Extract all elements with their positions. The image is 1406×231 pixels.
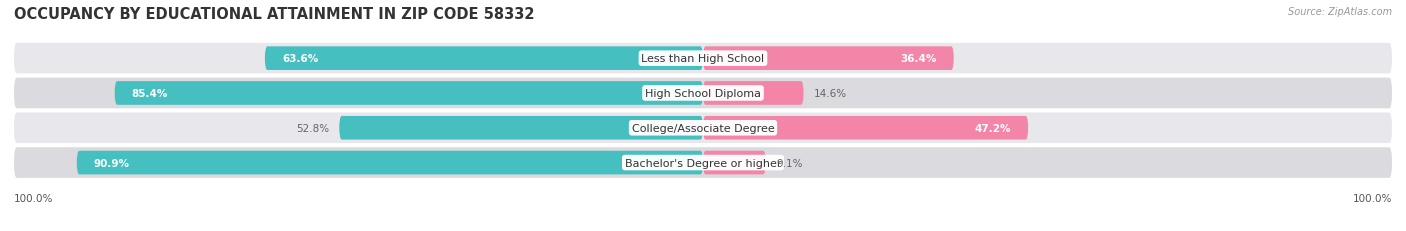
FancyBboxPatch shape (14, 78, 1392, 109)
FancyBboxPatch shape (264, 47, 703, 71)
Text: Source: ZipAtlas.com: Source: ZipAtlas.com (1288, 7, 1392, 17)
Text: OCCUPANCY BY EDUCATIONAL ATTAINMENT IN ZIP CODE 58332: OCCUPANCY BY EDUCATIONAL ATTAINMENT IN Z… (14, 7, 534, 22)
FancyBboxPatch shape (339, 116, 703, 140)
Text: 90.9%: 90.9% (94, 158, 129, 168)
Text: 14.6%: 14.6% (814, 88, 846, 99)
Text: Less than High School: Less than High School (641, 54, 765, 64)
FancyBboxPatch shape (703, 151, 766, 175)
FancyBboxPatch shape (115, 82, 703, 105)
FancyBboxPatch shape (703, 47, 953, 71)
FancyBboxPatch shape (703, 82, 804, 105)
Text: 9.1%: 9.1% (776, 158, 803, 168)
FancyBboxPatch shape (14, 113, 1392, 143)
Text: High School Diploma: High School Diploma (645, 88, 761, 99)
Text: 100.0%: 100.0% (14, 193, 53, 203)
Text: College/Associate Degree: College/Associate Degree (631, 123, 775, 133)
FancyBboxPatch shape (703, 116, 1028, 140)
Text: 47.2%: 47.2% (974, 123, 1011, 133)
Text: 52.8%: 52.8% (295, 123, 329, 133)
Text: 100.0%: 100.0% (1353, 193, 1392, 203)
FancyBboxPatch shape (14, 44, 1392, 74)
Text: Bachelor's Degree or higher: Bachelor's Degree or higher (624, 158, 782, 168)
Text: 36.4%: 36.4% (900, 54, 936, 64)
FancyBboxPatch shape (77, 151, 703, 175)
FancyBboxPatch shape (14, 148, 1392, 178)
Text: 85.4%: 85.4% (132, 88, 169, 99)
Text: 63.6%: 63.6% (283, 54, 318, 64)
